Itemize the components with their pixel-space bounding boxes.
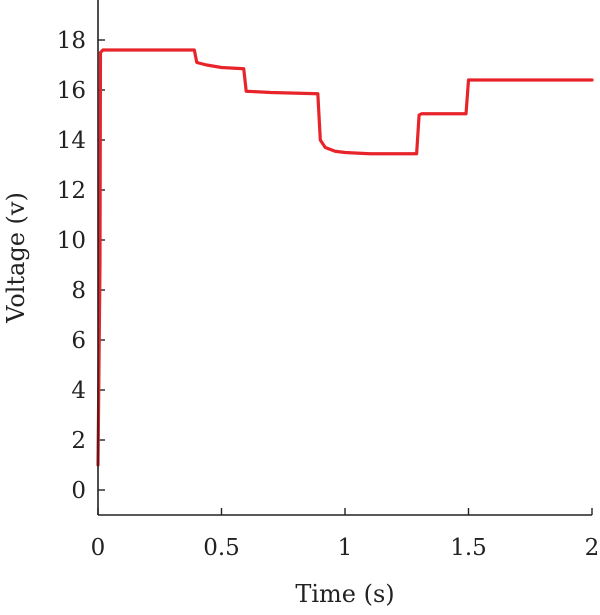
y-tick-label: 14 — [57, 128, 86, 154]
y-tick-label: 10 — [57, 228, 86, 254]
y-tick-label: 16 — [57, 78, 86, 104]
y-tick-label: 8 — [71, 278, 86, 304]
y-tick-label: 12 — [57, 178, 86, 204]
y-tick-label: 0 — [71, 478, 86, 504]
x-tick-label: 0.5 — [203, 535, 240, 561]
x-tick-label: 2 — [585, 535, 600, 561]
x-axis-ticks: 0 0.5 1 1.5 2 — [91, 508, 600, 561]
y-tick-label: 2 — [71, 428, 86, 454]
x-axis-title: Time (s) — [295, 580, 394, 608]
y-axis-title: Voltage (v) — [2, 192, 30, 324]
series-line — [96, 48, 594, 467]
x-tick-label: 1 — [338, 535, 353, 561]
y-tick-label: 6 — [71, 328, 86, 354]
y-tick-label: 18 — [57, 28, 86, 54]
y-tick-label: 4 — [71, 378, 86, 404]
x-tick-label: 1.5 — [450, 535, 487, 561]
y-axis-ticks: 0 2 4 6 8 10 12 14 16 18 — [57, 28, 105, 504]
x-tick-label: 0 — [91, 535, 106, 561]
plot-series — [96, 48, 594, 467]
